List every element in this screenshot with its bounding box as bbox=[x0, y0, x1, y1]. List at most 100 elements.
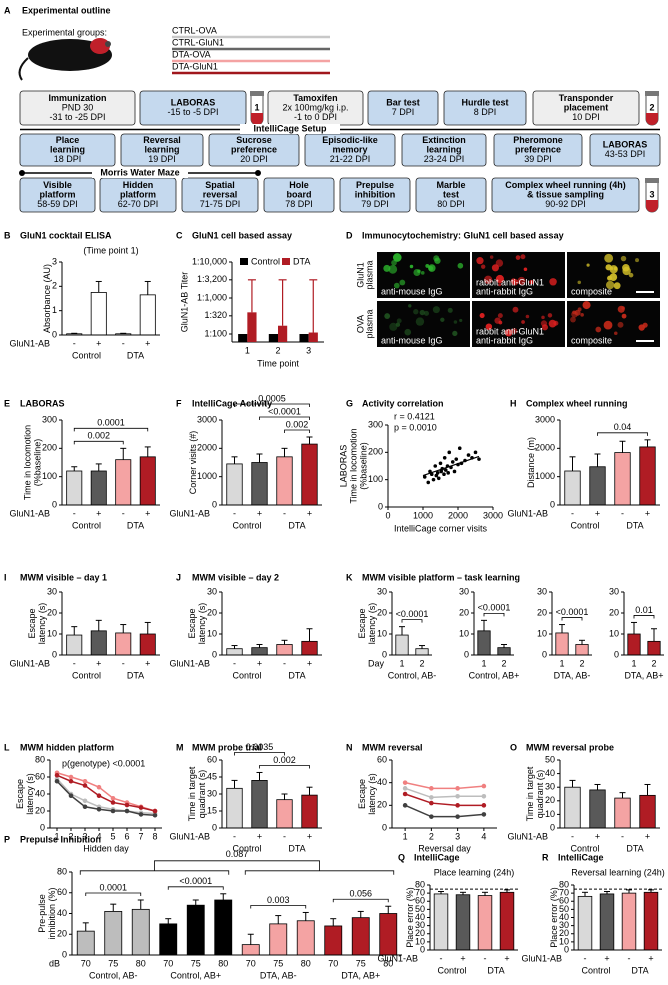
sig-bracket bbox=[332, 898, 389, 903]
row-label: plasma bbox=[364, 309, 374, 338]
box-text: 7 DPI bbox=[392, 107, 415, 117]
y-tick-label: 60 bbox=[377, 754, 387, 764]
x-tick-label: + bbox=[645, 831, 650, 841]
y-tick-label: 40 bbox=[35, 788, 45, 798]
point bbox=[429, 786, 434, 791]
x-tick-label: + bbox=[257, 658, 262, 668]
y-axis-label: latency (s) bbox=[197, 603, 207, 645]
y-axis-label: quadrant (s) bbox=[197, 770, 207, 819]
cell bbox=[511, 328, 518, 334]
cell bbox=[621, 313, 627, 319]
x-tick-label: 70 bbox=[328, 958, 338, 968]
panel-letter: C bbox=[176, 230, 183, 240]
tube-blood bbox=[251, 113, 263, 125]
x-tick-label: 5 bbox=[110, 831, 115, 841]
caption: anti-rabbit IgG bbox=[476, 286, 533, 296]
panel-title: MWM visible – day 2 bbox=[192, 572, 279, 582]
cell bbox=[393, 282, 400, 289]
panel-letter: Q bbox=[398, 852, 405, 862]
cell bbox=[447, 307, 453, 313]
sig-bracket bbox=[284, 429, 310, 433]
y-axis-label: Place error (%) bbox=[405, 887, 415, 948]
series-line bbox=[56, 778, 156, 815]
point bbox=[402, 803, 408, 808]
box-text: 71-75 DPI bbox=[200, 199, 241, 209]
legend-label: DTA-GluN1 bbox=[172, 61, 218, 71]
cell bbox=[459, 318, 463, 323]
x-tick-label: 2 bbox=[501, 658, 506, 668]
row-label: dB bbox=[49, 958, 60, 968]
y-tick-label: 10 bbox=[47, 628, 57, 638]
point bbox=[96, 807, 102, 812]
x-tick-label: - bbox=[440, 953, 443, 963]
y-tick-label: 30 bbox=[207, 788, 217, 798]
sig-label: <0.0001 bbox=[478, 603, 511, 613]
cell bbox=[520, 254, 526, 260]
point bbox=[402, 791, 408, 797]
panel-title: IntelliCage bbox=[558, 852, 604, 862]
point bbox=[54, 773, 60, 778]
box-text: PND 30 bbox=[62, 102, 94, 112]
cell bbox=[494, 317, 501, 324]
panel-letter: D bbox=[346, 230, 353, 240]
bar bbox=[614, 797, 631, 829]
bar bbox=[115, 632, 132, 656]
separator-label: Morris Water Maze bbox=[100, 167, 179, 177]
box-text: Extinction bbox=[422, 135, 466, 145]
panel-title: IntelliCage bbox=[414, 852, 460, 862]
point bbox=[429, 800, 434, 806]
y-axis-label: latency (s) bbox=[367, 773, 377, 815]
panel-letter: G bbox=[346, 398, 353, 408]
subplot-label: Control, AB+ bbox=[469, 670, 520, 680]
bar bbox=[131, 908, 150, 956]
x-tick-label: + bbox=[595, 831, 600, 841]
sig-label: 0.056 bbox=[349, 889, 372, 899]
y-tick-label: 80 bbox=[559, 879, 569, 889]
x-tick-label: + bbox=[96, 338, 101, 348]
group-label: DTA, AB- bbox=[260, 970, 297, 980]
box-text: -31 to -25 DPI bbox=[49, 112, 105, 122]
box-text: learning bbox=[50, 144, 85, 154]
y-tick-label: 1:320 bbox=[204, 310, 227, 320]
box-text: Immunization bbox=[49, 93, 107, 103]
cell bbox=[617, 305, 625, 313]
x-tick-label: + bbox=[257, 508, 262, 518]
cell bbox=[399, 279, 406, 286]
sig-label: 0.04 bbox=[614, 422, 632, 432]
x-tick-label: + bbox=[145, 508, 150, 518]
box-text: 20 DPI bbox=[240, 154, 268, 164]
bar bbox=[296, 920, 315, 956]
bar bbox=[115, 459, 132, 506]
tube-cap bbox=[645, 91, 659, 96]
timeline-box bbox=[493, 133, 583, 167]
bar bbox=[477, 630, 491, 656]
box-text: Tamoxifen bbox=[293, 93, 337, 103]
box-text: 39 DPI bbox=[524, 154, 552, 164]
regression-line bbox=[422, 455, 480, 477]
cell bbox=[389, 322, 398, 331]
y-tick-label: 30 bbox=[47, 586, 57, 596]
x-tick-label: 3000 bbox=[483, 510, 503, 520]
panel-letter: P bbox=[4, 834, 10, 844]
point bbox=[138, 812, 144, 817]
bar bbox=[599, 893, 615, 951]
panel-title: MWM hidden platform bbox=[20, 742, 114, 752]
timeline-box bbox=[139, 90, 247, 126]
box-text: Visible bbox=[43, 180, 72, 190]
y-tick-label: 0 bbox=[550, 499, 555, 509]
y-tick-label: 50 bbox=[415, 904, 425, 914]
point bbox=[447, 450, 452, 455]
y-tick-label: 1:10,000 bbox=[192, 256, 227, 266]
y-tick-label: 0 bbox=[52, 499, 57, 509]
cell bbox=[577, 307, 582, 312]
row-label: GluN1-AB bbox=[9, 508, 50, 518]
y-tick-label: 0 bbox=[378, 501, 383, 511]
x-tick-label: 6 bbox=[124, 831, 129, 841]
y-tick-label: 1000 bbox=[197, 471, 217, 481]
bar bbox=[214, 899, 233, 956]
timeline-box bbox=[443, 90, 527, 126]
point bbox=[481, 803, 487, 808]
bar bbox=[247, 312, 257, 342]
x-tick-label: + bbox=[595, 508, 600, 518]
sig-label: 0.002 bbox=[286, 419, 309, 429]
